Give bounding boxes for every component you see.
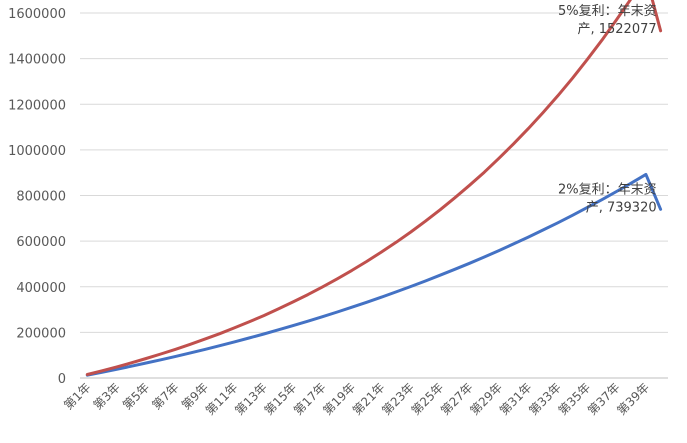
- y-tick-label: 1400000: [8, 53, 66, 68]
- y-tick-label: 600000: [16, 235, 66, 250]
- x-tick-label: 第13年: [232, 380, 270, 418]
- y-tick-label: 1600000: [8, 7, 66, 22]
- y-tick-label: 1000000: [8, 144, 66, 159]
- series-lines: [85, 0, 663, 377]
- series-line: [85, 172, 663, 377]
- y-axis-tick-labels: 0 200000 400000 600000 800000 1000000 1200000 1…: [8, 7, 66, 387]
- x-tick-label: 第27年: [438, 380, 476, 418]
- x-tick-label: 第5年: [120, 380, 152, 412]
- x-tick-label: 第3年: [91, 380, 123, 412]
- series-line: [85, 0, 663, 376]
- x-tick-label: 第1年: [61, 380, 93, 412]
- x-tick-label: 第23年: [379, 380, 417, 418]
- x-tick-label: 第39年: [614, 380, 652, 418]
- x-tick-label: 第17年: [291, 380, 329, 418]
- x-tick-label: 第21年: [350, 380, 388, 418]
- y-tick-label: 400000: [16, 281, 66, 296]
- x-tick-label: 第25年: [409, 380, 447, 418]
- data-label-value: 产, 1522077: [577, 22, 656, 37]
- x-tick-label: 第19年: [320, 380, 358, 418]
- x-tick-label: 第11年: [203, 380, 241, 418]
- y-tick-label: 800000: [16, 190, 66, 205]
- x-tick-label: 第31年: [497, 380, 535, 418]
- x-tick-label: 第33年: [526, 380, 564, 418]
- data-label-name: 5%复利：年末资: [558, 4, 657, 19]
- y-tick-label: 1200000: [8, 98, 66, 113]
- x-tick-label: 第29年: [467, 380, 505, 418]
- y-tick-label: 200000: [16, 326, 66, 341]
- x-tick-label: 第37年: [585, 380, 623, 418]
- x-axis-tick-labels: 第1年第3年第5年第7年第9年第11年第13年第15年第17年第19年第21年第…: [61, 380, 652, 418]
- x-tick-label: 第35年: [556, 380, 594, 418]
- gridlines: [80, 12, 668, 333]
- data-label-value: 产, 739320: [586, 200, 657, 215]
- y-tick-label: 0: [58, 372, 66, 387]
- data-label-name: 2%复利：年末资: [558, 182, 657, 197]
- x-tick-label: 第7年: [149, 380, 181, 412]
- x-tick-label: 第15年: [262, 380, 300, 418]
